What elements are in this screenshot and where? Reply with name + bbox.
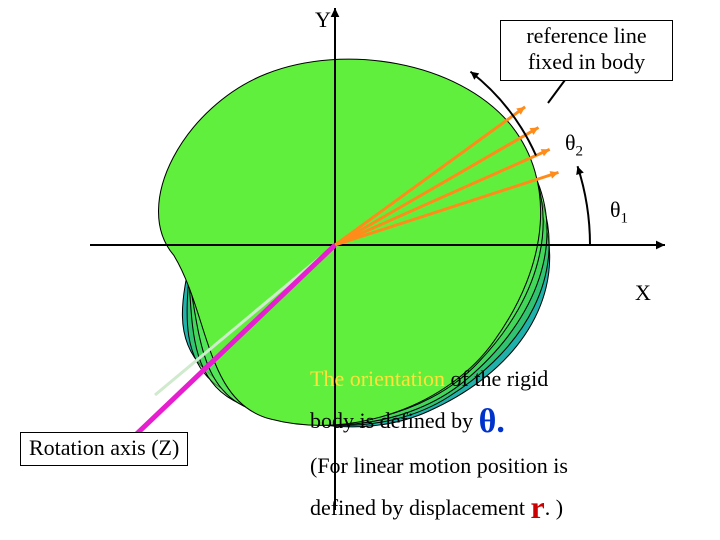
theta1-label: θ1 [610,197,628,227]
theta2-label: θ2 [565,130,583,160]
axis-x-label: X [635,280,651,306]
axis-y-label: Y [315,7,331,33]
rotation-axis-box: Rotation axis (Z) [20,432,188,466]
reference-line-text: reference linefixed in body [526,23,646,74]
caption-faded-span: The orientation [310,366,451,391]
r-symbol: r [531,489,545,525]
caption-block: The orientation of the rigid body is def… [310,362,710,532]
reference-line-box: reference linefixed in body [500,20,673,81]
theta-symbol: θ. [479,403,505,440]
rotation-axis-text: Rotation axis (Z) [29,435,179,460]
